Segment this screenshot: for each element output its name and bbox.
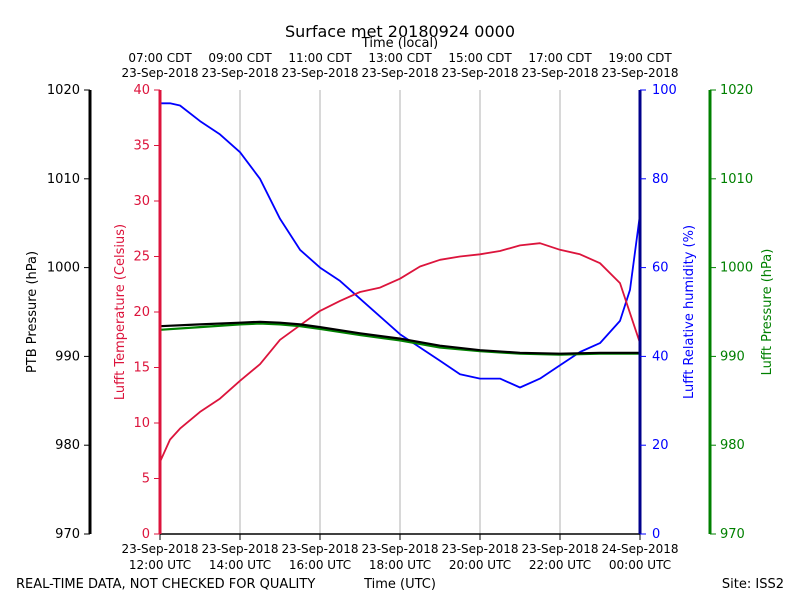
utc-tick-time: 14:00 UTC xyxy=(209,558,271,572)
lufft-pressure-tick-label: 970 xyxy=(720,527,745,542)
ptb-pressure-tick-label: 1010 xyxy=(47,172,80,187)
ptb-pressure-tick-label: 990 xyxy=(55,349,80,364)
temperature-axis-label: Lufft Temperature (Celsius) xyxy=(113,224,128,400)
ptb-pressure-tick-label: 1000 xyxy=(47,261,80,276)
local-tick-date: 23-Sep-2018 xyxy=(201,66,278,80)
utc-tick-time: 20:00 UTC xyxy=(449,558,511,572)
temperature-tick-label: 25 xyxy=(133,250,150,265)
ptb-pressure-tick-label: 980 xyxy=(55,438,80,453)
humidity-tick-label: 80 xyxy=(652,172,669,187)
utc-tick-date: 23-Sep-2018 xyxy=(281,542,358,556)
series-ptb_pressure xyxy=(159,320,640,355)
chart-title: Surface met 20180924 0000 xyxy=(285,22,515,41)
utc-tick-date: 23-Sep-2018 xyxy=(201,542,278,556)
utc-tick-time: 12:00 UTC xyxy=(129,558,191,572)
humidity-tick-label: 100 xyxy=(652,83,677,98)
humidity-axis-label: Lufft Relative humidity (%) xyxy=(682,225,697,399)
temperature-tick-label: 5 xyxy=(142,472,150,487)
utc-tick-date: 23-Sep-2018 xyxy=(441,542,518,556)
local-tick-date: 23-Sep-2018 xyxy=(441,66,518,80)
temperature-tick-label: 35 xyxy=(133,139,150,154)
local-tick-time: 15:00 CDT xyxy=(448,51,512,65)
lufft-pressure-tick-label: 990 xyxy=(720,349,745,364)
ptb-pressure-axis-label: PTB Pressure (hPa) xyxy=(25,251,40,373)
local-tick-time: 07:00 CDT xyxy=(128,51,192,65)
temperature-tick-label: 0 xyxy=(142,527,150,542)
ptb-pressure-tick-label: 1020 xyxy=(47,83,80,98)
utc-tick-time: 22:00 UTC xyxy=(529,558,591,572)
grid xyxy=(239,90,561,534)
local-tick-date: 23-Sep-2018 xyxy=(521,66,598,80)
local-tick-date: 23-Sep-2018 xyxy=(361,66,438,80)
lufft-pressure-tick-label: 980 xyxy=(720,438,745,453)
utc-tick-date: 23-Sep-2018 xyxy=(521,542,598,556)
lufft-pressure-tick-label: 1010 xyxy=(720,172,753,187)
temperature-tick-label: 30 xyxy=(133,194,150,209)
humidity-tick-label: 60 xyxy=(652,261,669,276)
utc-tick-date: 23-Sep-2018 xyxy=(361,542,438,556)
local-tick-time: 17:00 CDT xyxy=(528,51,592,65)
utc-tick-date: 24-Sep-2018 xyxy=(601,542,678,556)
bottom-axis-label: Time (UTC) xyxy=(363,577,436,592)
quality-notice: REAL-TIME DATA, NOT CHECKED FOR QUALITY xyxy=(16,577,315,592)
temperature-tick-label: 10 xyxy=(133,416,150,431)
series-temperature xyxy=(159,242,641,463)
utc-tick-date: 23-Sep-2018 xyxy=(121,542,198,556)
local-tick-date: 23-Sep-2018 xyxy=(601,66,678,80)
local-tick-time: 11:00 CDT xyxy=(288,51,352,65)
utc-tick-time: 18:00 UTC xyxy=(369,558,431,572)
humidity-tick-label: 0 xyxy=(652,527,660,542)
site-label: Site: ISS2 xyxy=(722,577,784,592)
series-group xyxy=(159,102,641,463)
temperature-tick-label: 20 xyxy=(133,305,150,320)
ptb-pressure-tick-label: 970 xyxy=(55,527,80,542)
lufft-pressure-axis-label: Lufft Pressure (hPa) xyxy=(760,249,775,376)
humidity-tick-label: 40 xyxy=(652,349,669,364)
local-tick-time: 09:00 CDT xyxy=(208,51,272,65)
local-tick-date: 23-Sep-2018 xyxy=(281,66,358,80)
x-tick-labels: 23-Sep-2018 12:00 UTC 23-Sep-2018 14:00 UTC… xyxy=(121,51,678,572)
top-axis-label: Time (local) xyxy=(361,36,438,51)
utc-tick-time: 00:00 UTC xyxy=(609,558,671,572)
series-humidity xyxy=(160,102,641,389)
temperature-tick-label: 15 xyxy=(133,361,150,376)
humidity-tick-label: 20 xyxy=(652,438,669,453)
local-tick-date: 23-Sep-2018 xyxy=(121,66,198,80)
lufft-pressure-tick-label: 1020 xyxy=(720,83,753,98)
right-axes: 0 20 40 60 80 100 Lufft Relative humidity (%) 9… xyxy=(638,83,775,542)
local-tick-time: 13:00 CDT xyxy=(368,51,432,65)
plot-frame xyxy=(159,533,641,540)
temperature-tick-label: 40 xyxy=(133,83,150,98)
utc-tick-time: 16:00 UTC xyxy=(289,558,351,572)
lufft-pressure-tick-label: 1000 xyxy=(720,261,753,276)
local-tick-time: 19:00 CDT xyxy=(608,51,672,65)
